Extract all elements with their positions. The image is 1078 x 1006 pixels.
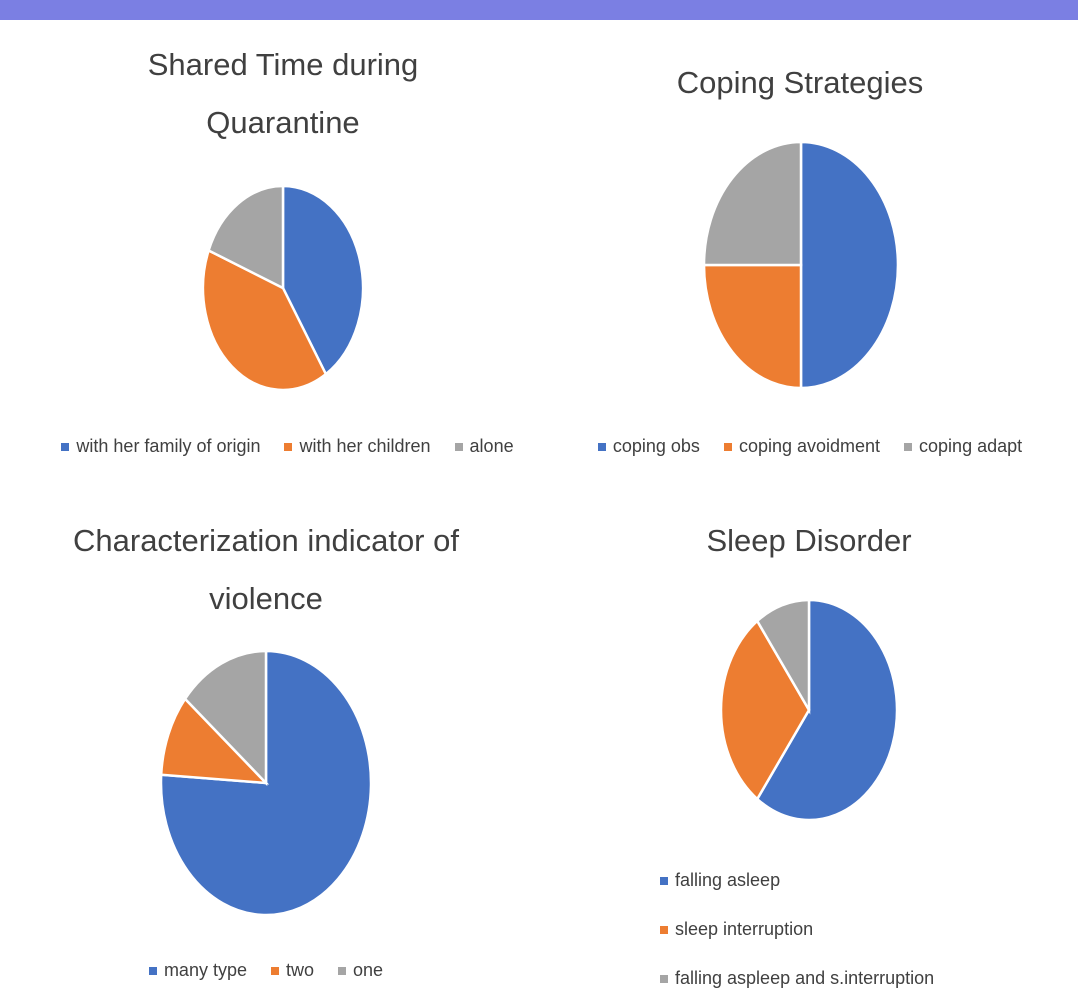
pie-slice bbox=[159, 696, 270, 785]
pie-slice bbox=[207, 184, 285, 291]
pie-slice bbox=[159, 649, 373, 917]
pie-slice bbox=[719, 619, 811, 801]
chart-title: Shared Time during Quarantine bbox=[147, 47, 419, 140]
chart-title: Characterization indicator of violence bbox=[73, 523, 459, 616]
legend-label: many type bbox=[163, 960, 247, 980]
pie-slice bbox=[755, 598, 899, 822]
legend-swatch bbox=[284, 442, 293, 451]
legend-label: coping adapt bbox=[919, 436, 1023, 456]
legend-entry: falling aspleep and s.interruption bbox=[660, 968, 1060, 989]
legend-label: one bbox=[353, 960, 384, 980]
legend-swatch bbox=[338, 966, 346, 975]
legend-label: with her family of origin bbox=[76, 436, 261, 456]
legend-swatch bbox=[660, 925, 668, 934]
legend-swatch bbox=[597, 442, 606, 451]
pie-slice bbox=[183, 649, 268, 787]
pie-slice bbox=[702, 263, 803, 390]
legend-swatch bbox=[270, 966, 279, 975]
legend-label: coping avoidment bbox=[738, 436, 881, 456]
chart-title: Sleep Disorder bbox=[706, 523, 912, 558]
legend-swatch bbox=[454, 442, 463, 451]
legend: with her family of origin with her childr… bbox=[20, 436, 555, 457]
legend-label: falling asleep bbox=[675, 870, 781, 890]
chart-title: Coping Strategies bbox=[676, 65, 924, 100]
pie-slice bbox=[799, 140, 900, 390]
legend-swatch bbox=[723, 442, 732, 451]
legend-label: falling aspleep and s.interruption bbox=[675, 968, 935, 988]
legend-label: alone bbox=[469, 436, 514, 456]
legend-entry: with her family of origin bbox=[61, 436, 260, 457]
legend-swatch bbox=[904, 442, 913, 451]
pie-slice bbox=[702, 140, 803, 267]
legend-entry: alone bbox=[454, 436, 514, 457]
legend-entry: with her children bbox=[284, 436, 431, 457]
legend: falling asleep sleep interruption falling … bbox=[660, 870, 1060, 989]
legend-entry: coping adapt bbox=[904, 436, 1022, 457]
legend-swatch bbox=[660, 876, 668, 885]
pie-slice bbox=[201, 248, 328, 392]
legend-entry: two bbox=[270, 960, 314, 981]
legend-swatch bbox=[61, 442, 70, 451]
legend-entry: many type bbox=[148, 960, 247, 981]
legend-entry: coping obs bbox=[597, 436, 700, 457]
top-band bbox=[0, 0, 1078, 20]
legend-swatch bbox=[148, 966, 157, 975]
legend-label: two bbox=[285, 960, 314, 980]
legend-label: sleep interruption bbox=[675, 919, 814, 939]
pie-slice bbox=[755, 598, 811, 715]
legend: many type two one bbox=[20, 960, 512, 981]
legend-entry: falling asleep bbox=[660, 870, 1060, 891]
legend: coping obs coping avoidment coping adapt bbox=[575, 436, 1045, 457]
legend-label: with her children bbox=[299, 436, 431, 456]
legend-swatch bbox=[660, 974, 668, 983]
legend-entry: one bbox=[338, 960, 383, 981]
legend-entry: sleep interruption bbox=[660, 919, 1060, 940]
legend-label: coping obs bbox=[612, 436, 700, 456]
legend-entry: coping avoidment bbox=[723, 436, 881, 457]
